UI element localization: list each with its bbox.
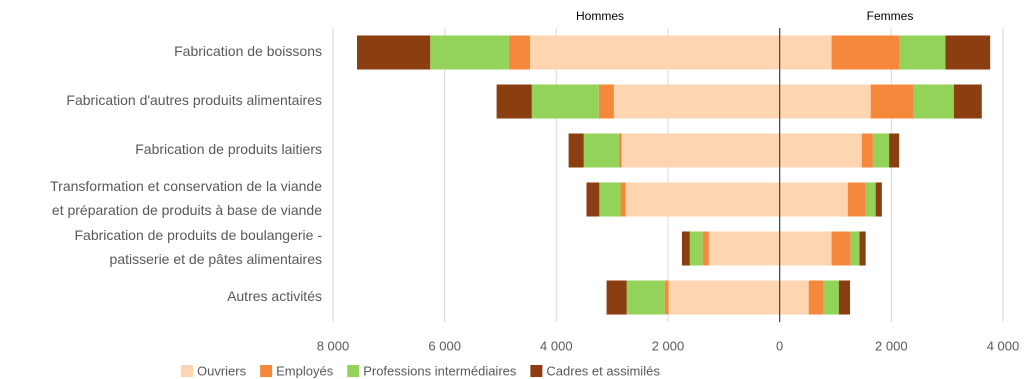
legend-label: Employés (276, 363, 334, 378)
bar-segment (430, 35, 509, 70)
legend-swatch (347, 365, 360, 377)
bar-segment (496, 84, 532, 119)
bar-segment (779, 35, 832, 70)
bar-segment (872, 133, 890, 168)
bar-segment (779, 84, 871, 119)
legend-label: Cadres et assimilés (546, 363, 660, 378)
bar-segment (831, 231, 851, 266)
x-tick-label: 8 000 (317, 338, 350, 353)
bar-segment (831, 35, 900, 70)
bar-segment (664, 280, 669, 315)
category-label: Fabrication de produits laitiers (135, 141, 322, 157)
bar-segment (779, 280, 809, 315)
bar-segment (808, 280, 824, 315)
bar-segment (681, 231, 690, 266)
bar-segment (779, 231, 832, 266)
bar-segment (779, 182, 848, 217)
bar-segment (823, 280, 839, 315)
x-tick-label: 0 (776, 338, 783, 353)
bar-segment (689, 231, 703, 266)
bar-segment (620, 182, 626, 217)
legend-label: Professions intermédiaires (363, 363, 517, 378)
category-label: Fabrication d'autres produits alimentair… (66, 92, 322, 108)
bar-segment (870, 84, 914, 119)
bar-segment (838, 280, 851, 315)
x-tick-label: 4 000 (987, 338, 1020, 353)
x-tick-label: 4 000 (540, 338, 573, 353)
bar-segment (875, 182, 882, 217)
bar-segment (508, 35, 531, 70)
bar-segment (913, 84, 954, 119)
bar-segment (953, 84, 982, 119)
bar-segment (586, 182, 600, 217)
bar-segment (530, 35, 780, 70)
x-tick-label: 6 000 (428, 338, 461, 353)
bar-segment (850, 231, 860, 266)
bar-segment (865, 182, 876, 217)
bar-segment (357, 35, 431, 70)
legend-swatch (530, 365, 543, 377)
legend-swatch (181, 365, 193, 377)
bar-segment (859, 231, 866, 266)
bar-segment (568, 133, 584, 168)
bar-segment (618, 133, 622, 168)
category-label: Autres activités (227, 288, 322, 304)
side-label: Femmes (867, 9, 914, 23)
category-label: Fabrication de produits de boulangerie - (75, 227, 323, 243)
category-label: Transformation et conservation de la via… (50, 178, 322, 194)
x-tick-label: 2 000 (875, 338, 908, 353)
bar-segment (708, 231, 780, 266)
bar-segment (598, 84, 614, 119)
bar-segment (945, 35, 991, 70)
bar-segment (779, 133, 862, 168)
bar-segment (583, 133, 619, 168)
bar-segment (899, 35, 946, 70)
bar-segment (599, 182, 621, 217)
bar-segment (861, 133, 873, 168)
bar-segment (702, 231, 709, 266)
bar-segment (621, 133, 780, 168)
bar-segment (847, 182, 866, 217)
bar-segment (531, 84, 599, 119)
category-label: et préparation de produits à base de via… (52, 202, 322, 218)
bar-segment (668, 280, 780, 315)
x-tick-label: 2 000 (652, 338, 685, 353)
bar-segment (606, 280, 627, 315)
bar-segment (613, 84, 780, 119)
category-label: Fabrication de boissons (174, 43, 322, 59)
side-label: Hommes (576, 9, 624, 23)
bar-segment (626, 280, 665, 315)
legend-label: Ouvriers (197, 363, 247, 378)
bar-segment (625, 182, 780, 217)
category-label: patisserie et de pâtes alimentaires (110, 251, 322, 267)
legend-swatch (260, 365, 273, 377)
bar-segment (889, 133, 900, 168)
